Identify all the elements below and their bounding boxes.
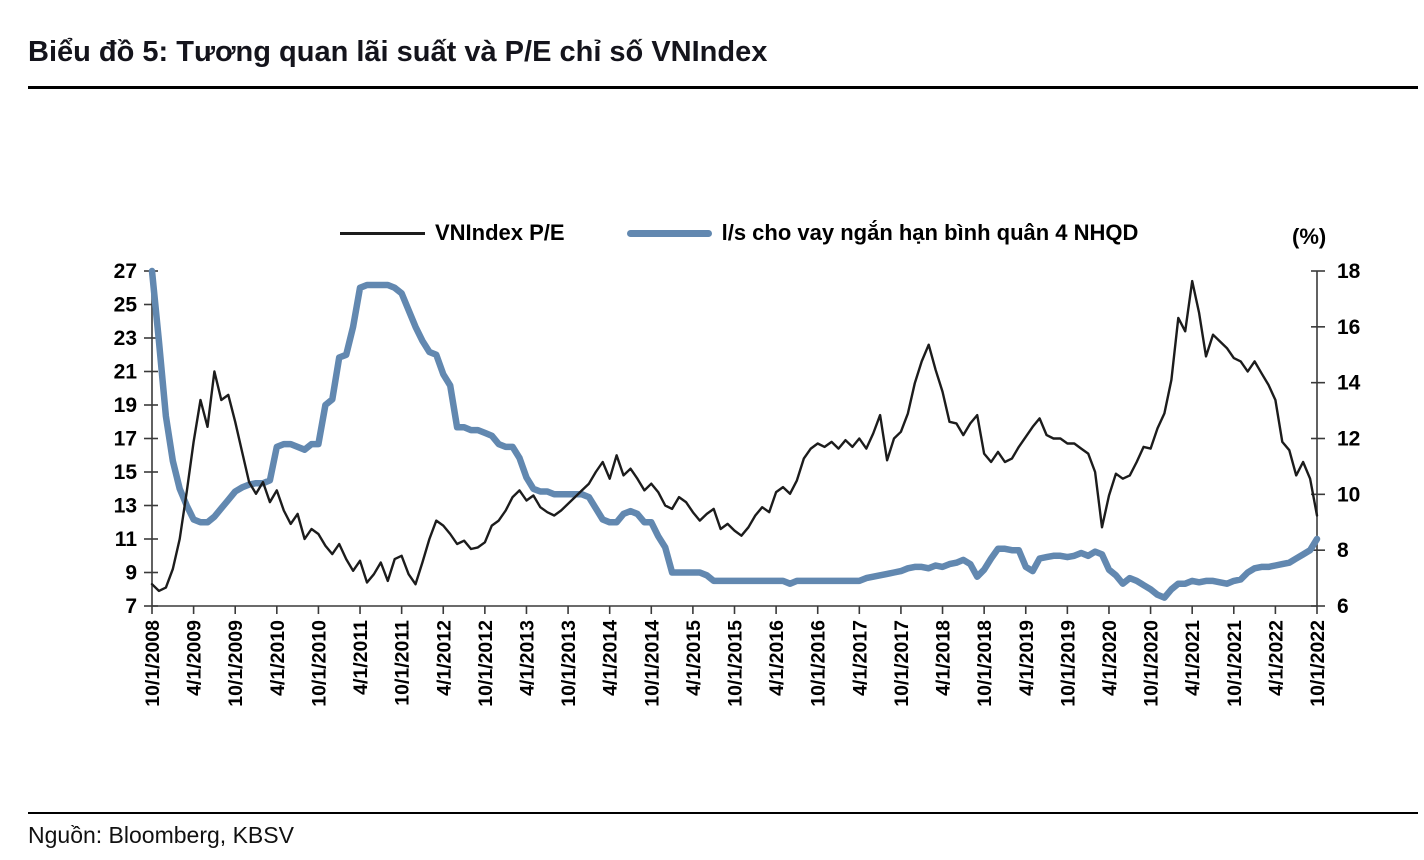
title-rule	[28, 86, 1418, 89]
x-axis-tick-label: 4/1/2012	[433, 620, 455, 696]
x-axis-tick-label: 4/1/2009	[184, 620, 206, 696]
x-axis-tick-label: 4/1/2016	[766, 620, 788, 696]
right-axis-tick-label: 18	[1337, 260, 1361, 283]
left-axis-tick-label: 21	[114, 361, 138, 384]
x-axis-tick-label: 10/1/2016	[808, 620, 830, 707]
page-title: Biểu đồ 5: Tương quan lãi suất và P/E ch…	[28, 36, 768, 68]
x-axis-tick-label: 4/1/2011	[350, 620, 372, 695]
x-axis-tick-label: 4/1/2010	[267, 620, 289, 696]
x-axis-tick-label: 10/1/2011	[392, 620, 414, 706]
x-axis-tick-label: 4/1/2015	[683, 620, 705, 696]
footer-rule	[28, 812, 1418, 814]
x-axis-tick-label: 4/1/2018	[933, 620, 955, 696]
left-axis-tick-label: 9	[125, 562, 137, 585]
left-axis-tick-label: 13	[114, 495, 137, 518]
right-axis-tick-label: 8	[1337, 539, 1349, 562]
x-axis-tick-label: 4/1/2021	[1182, 620, 1204, 696]
chart-legend: VNIndex P/E l/s cho vay ngắn hạn bình qu…	[340, 220, 1138, 246]
left-axis-tick-label: 23	[114, 327, 137, 350]
legend-item-lending-rate: l/s cho vay ngắn hạn bình quân 4 NHQD	[626, 220, 1139, 246]
lending-rate-line	[148, 267, 1321, 601]
x-axis-tick-label: 10/1/2021	[1224, 620, 1246, 707]
left-axis-tick-label: 17	[114, 428, 137, 451]
right-axis-tick-label: 6	[1337, 595, 1349, 618]
x-axis-tick-label: 10/1/2022	[1307, 620, 1329, 707]
x-axis-tick-label: 4/1/2022	[1265, 620, 1287, 696]
x-axis-tick-label: 10/1/2015	[725, 620, 747, 707]
rate-line-swatch-icon	[626, 229, 712, 237]
x-axis-tick-label: 10/1/2009	[225, 620, 247, 707]
pe-line-swatch-icon	[340, 231, 425, 235]
line-chart: 7 9 11 13 15 17 19 21 23 25 27 6 8 10 12 14 16 18 10/1/200…	[114, 260, 1361, 707]
left-axis-tick-label: 25	[114, 294, 138, 317]
right-axis-unit-label: (%)	[1292, 224, 1327, 249]
left-axis-tick-label: 11	[115, 528, 138, 551]
x-axis-tick-label: 10/1/2013	[558, 620, 580, 707]
x-axis-tick-label: 10/1/2014	[641, 620, 663, 707]
right-axis-tick-label: 12	[1337, 428, 1360, 451]
vnindex-pe-line	[150, 279, 1319, 593]
x-axis-tick-label: 4/1/2017	[849, 620, 871, 696]
x-axis-tick-label: 10/1/2018	[974, 620, 996, 707]
left-axis-tick-label: 15	[114, 461, 138, 484]
x-axis-tick-label: 4/1/2020	[1099, 620, 1121, 696]
x-axis-tick-label: 4/1/2019	[1016, 620, 1038, 696]
right-axis-tick-label: 16	[1337, 316, 1360, 339]
left-axis-tick-label: 27	[114, 260, 137, 283]
x-axis-tick-label: 4/1/2014	[600, 620, 622, 696]
x-axis-tick-label: 10/1/2012	[475, 620, 497, 707]
x-axis-tick-label: 10/1/2019	[1057, 620, 1079, 707]
left-axis-tick-label: 7	[125, 595, 137, 618]
x-axis-tick-label: 10/1/2010	[308, 620, 330, 707]
x-axis-tick-label: 10/1/2008	[142, 620, 164, 707]
right-axis-tick-label: 10	[1337, 483, 1360, 506]
left-axis-tick-label: 19	[114, 394, 137, 417]
legend-label-lending-rate: l/s cho vay ngắn hạn bình quân 4 NHQD	[721, 220, 1139, 245]
x-axis-tick-label: 10/1/2020	[1141, 620, 1163, 707]
source-note: Nguồn: Bloomberg, KBSV	[28, 822, 294, 848]
legend-item-vnindex-pe: VNIndex P/E	[340, 220, 565, 246]
legend-label-vnindex-pe: VNIndex P/E	[435, 220, 565, 245]
x-axis-tick-label: 4/1/2013	[516, 620, 538, 696]
x-axis-tick-label: 10/1/2017	[891, 620, 913, 707]
right-axis-tick-label: 14	[1337, 372, 1361, 395]
